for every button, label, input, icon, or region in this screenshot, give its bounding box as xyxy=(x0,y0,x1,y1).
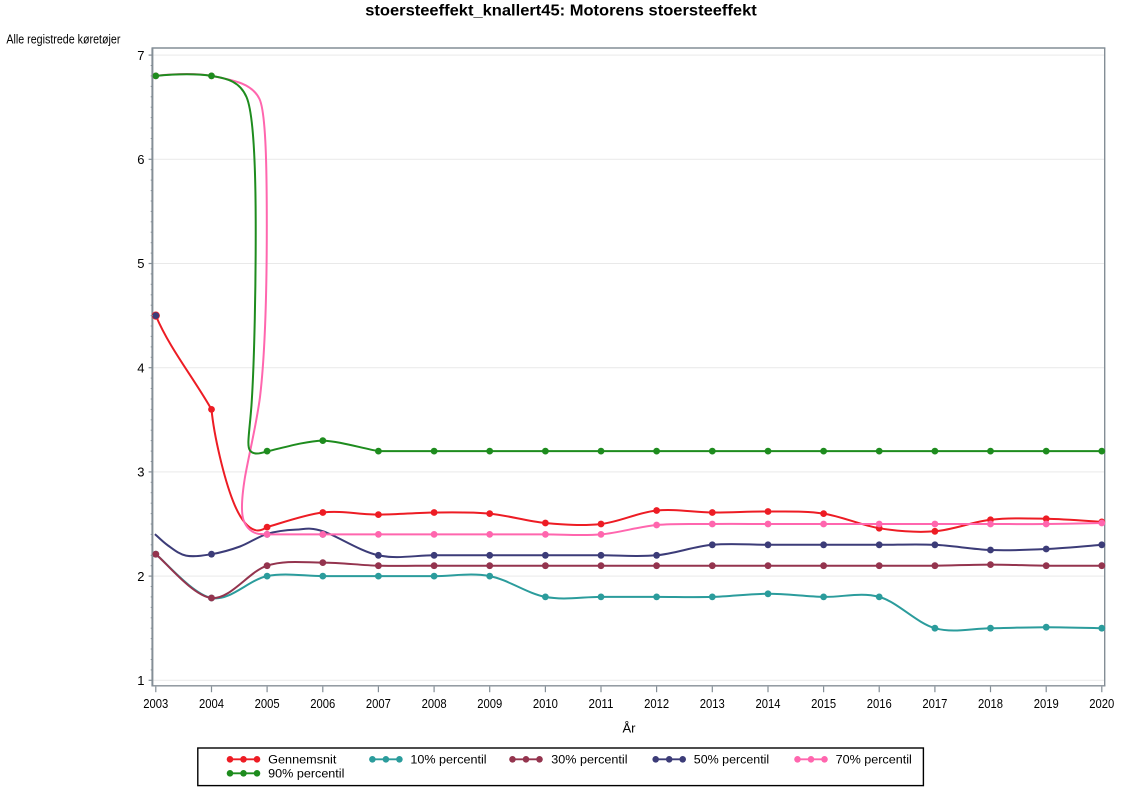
svg-text:1: 1 xyxy=(137,673,144,688)
svg-text:2015: 2015 xyxy=(811,696,836,711)
svg-text:30% percentil: 30% percentil xyxy=(551,753,627,767)
svg-text:4: 4 xyxy=(137,360,144,375)
svg-text:2009: 2009 xyxy=(477,696,502,711)
svg-text:10% percentil: 10% percentil xyxy=(410,753,486,767)
svg-text:2010: 2010 xyxy=(533,696,558,711)
svg-text:2014: 2014 xyxy=(756,696,781,711)
svg-text:2016: 2016 xyxy=(867,696,892,711)
svg-text:2003: 2003 xyxy=(143,696,168,711)
svg-text:5: 5 xyxy=(137,256,144,271)
svg-text:2018: 2018 xyxy=(978,696,1003,711)
svg-text:2011: 2011 xyxy=(589,696,614,711)
svg-text:2013: 2013 xyxy=(700,696,725,711)
svg-text:Alle registrede køretøjer: Alle registrede køretøjer xyxy=(6,32,121,47)
svg-text:2020: 2020 xyxy=(1089,696,1114,711)
svg-text:90% percentil: 90% percentil xyxy=(268,767,344,781)
svg-text:År: År xyxy=(623,721,637,736)
svg-text:2: 2 xyxy=(137,569,144,584)
svg-text:2017: 2017 xyxy=(922,696,947,711)
svg-text:2006: 2006 xyxy=(310,696,335,711)
svg-text:2012: 2012 xyxy=(644,696,669,711)
svg-text:2004: 2004 xyxy=(199,696,224,711)
svg-text:2005: 2005 xyxy=(255,696,280,711)
svg-text:3: 3 xyxy=(137,465,144,480)
svg-text:6: 6 xyxy=(137,152,144,167)
svg-text:2008: 2008 xyxy=(422,696,447,711)
svg-text:stoersteeffekt_knallert45: Mot: stoersteeffekt_knallert45: Motorens stoe… xyxy=(365,3,757,20)
svg-text:Gennemsnit: Gennemsnit xyxy=(268,753,337,767)
svg-text:2019: 2019 xyxy=(1034,696,1059,711)
svg-text:7: 7 xyxy=(137,48,144,63)
svg-text:50% percentil: 50% percentil xyxy=(694,753,769,767)
svg-text:2007: 2007 xyxy=(366,696,391,711)
svg-text:70% percentil: 70% percentil xyxy=(836,753,912,767)
